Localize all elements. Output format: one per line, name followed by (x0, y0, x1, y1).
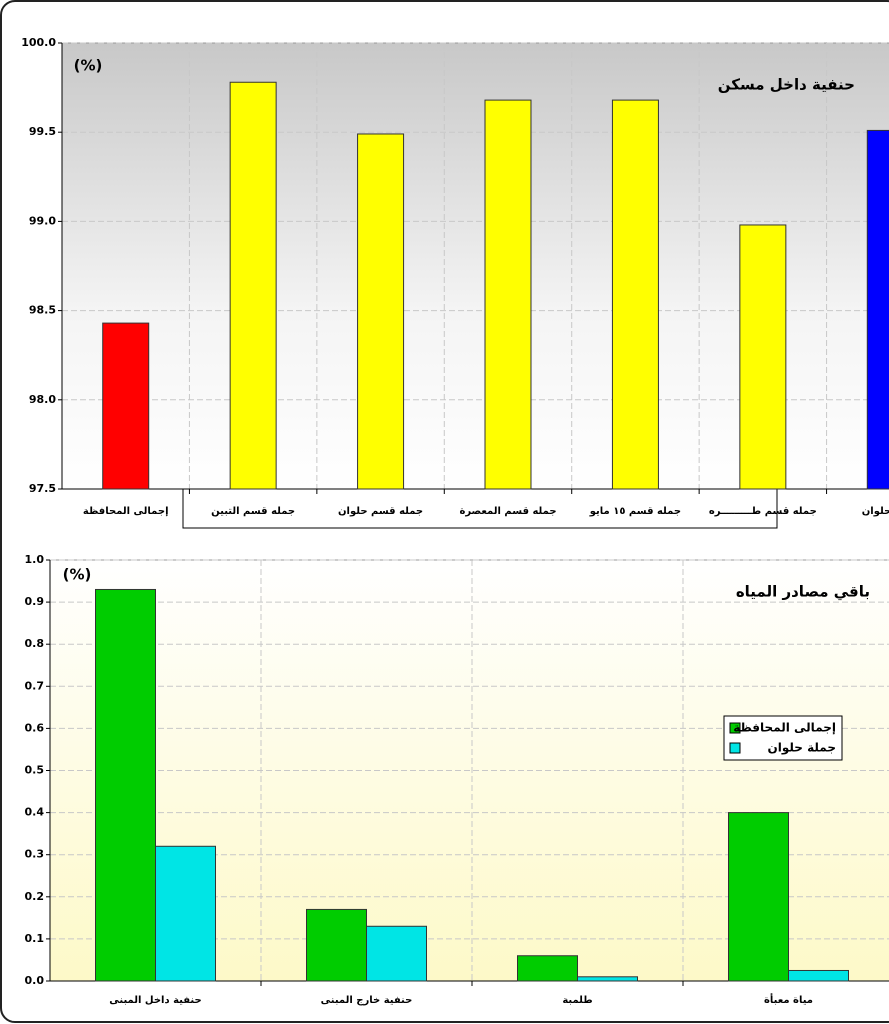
unit-label: (%) (74, 57, 103, 75)
legend-box (723, 715, 843, 761)
bar (95, 588, 156, 982)
y-tick-label: 0.9 (25, 595, 45, 608)
legend-label: إجمالى المحافظة (733, 721, 836, 735)
y-tick-label: 0.4 (25, 806, 45, 819)
x-tick-label: جملة حلوان (862, 506, 889, 517)
y-tick-label: 0.3 (25, 848, 45, 861)
x-tick-label: جمله قسم ١٥ مايو (589, 506, 681, 517)
group-bracket (182, 489, 778, 529)
bar (611, 99, 659, 490)
x-tick-label: جمله قسم المعصرة (459, 506, 556, 517)
y-tick-label: 0.0 (25, 974, 45, 987)
legend-swatch (729, 722, 741, 734)
bar (155, 845, 216, 982)
y-tick-label: 0.6 (25, 721, 45, 734)
y-tick-label: 99.0 (29, 214, 56, 227)
y-tick-label: 98.0 (29, 393, 56, 406)
bar (357, 133, 405, 490)
bar (728, 812, 789, 982)
bar (306, 908, 367, 982)
unit-label: (%) (63, 566, 92, 584)
x-tick-label: جمله قسم طـــــــــره (709, 506, 817, 517)
y-tick-label: 0.8 (25, 637, 45, 650)
x-tick-label: مياة معبأة (764, 993, 813, 1006)
bar (229, 81, 277, 490)
bar (739, 224, 787, 490)
y-tick-label: 100.0 (21, 36, 56, 49)
chart-title: حنفية داخل مسكن (718, 76, 855, 94)
bar (866, 129, 889, 490)
x-tick-label: إجمالى المحافظة (83, 506, 169, 517)
y-tick-label: 0.2 (25, 890, 45, 903)
y-tick-label: 99.5 (29, 125, 56, 138)
bar (102, 322, 150, 490)
y-tick-label: 0.7 (25, 679, 45, 692)
y-tick-label: 1.0 (25, 553, 45, 566)
y-tick-label: 97.5 (29, 482, 56, 495)
legend-swatch (729, 742, 741, 754)
bar (577, 976, 638, 982)
x-tick-label: جمله قسم التبين (211, 506, 295, 517)
y-tick-label: 0.1 (25, 932, 45, 945)
x-tick-label: طلمبة (562, 995, 592, 1006)
y-tick-label: 0.5 (25, 764, 45, 777)
chart-title: باقي مصادر المياه (736, 583, 870, 601)
bar (484, 99, 532, 490)
x-tick-label: جمله قسم حلوان (338, 506, 423, 517)
bar (366, 925, 427, 982)
bar (517, 955, 578, 982)
legend-label: جملة حلوان (768, 741, 836, 756)
x-tick-label: حنفية خارج المبنى (321, 995, 413, 1006)
y-tick-label: 98.5 (29, 304, 56, 317)
x-tick-label: حنفية داخل المبنى (109, 995, 201, 1006)
bar (788, 969, 849, 982)
